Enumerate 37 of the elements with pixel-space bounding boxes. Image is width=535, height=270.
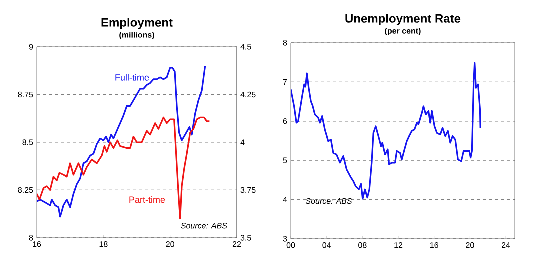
y-tick-label: 8.25 <box>18 187 34 194</box>
y-tick-label: 8 <box>283 40 288 46</box>
x-tick-label: 04 <box>322 242 332 248</box>
chart-title: Employment <box>102 18 173 30</box>
series-label: Part-time <box>130 196 166 204</box>
x-tick-label: 00 <box>286 242 296 248</box>
x-tick-label: 22 <box>232 242 242 248</box>
y-tick-label: 6 <box>283 118 288 124</box>
x-tick-label: 16 <box>33 242 42 248</box>
annotation: Source: ABS <box>306 198 352 204</box>
y-tick-label: 4 <box>283 197 288 203</box>
chart-subtitle: (per cent) <box>385 28 421 36</box>
x-tick-label: 08 <box>358 242 367 248</box>
y-tick-label: 8.75 <box>18 92 34 98</box>
x-tick-label: 18 <box>100 242 108 248</box>
chart-subtitle: (millions) <box>120 32 154 40</box>
y-tick-label: 7 <box>283 79 288 85</box>
y-tick-label: 8 <box>29 235 34 241</box>
x-tick-label: 16 <box>430 242 438 248</box>
x-tick-label: 12 <box>394 242 403 248</box>
y2-tick-label: 4 <box>240 140 245 146</box>
line-series <box>37 116 210 220</box>
y-tick-label: 3 <box>283 236 288 242</box>
y2-tick-label: 3.75 <box>240 187 256 194</box>
x-tick-label: 20 <box>466 242 474 248</box>
y2-tick-label: 3.5 <box>240 235 252 241</box>
series-label: Full-time <box>116 74 150 81</box>
y2-tick-label: 4.5 <box>240 44 252 50</box>
y-tick-label: 9 <box>29 44 34 50</box>
y-tick-label: 5 <box>283 158 288 164</box>
annotation: Source: ABS <box>181 223 228 229</box>
line-series <box>37 65 206 218</box>
y-tick-label: 8.5 <box>22 140 34 146</box>
chart-title: Unemployment Rate <box>346 14 461 26</box>
x-tick-label: 24 <box>502 242 510 248</box>
x-tick-label: 20 <box>166 242 174 248</box>
y2-tick-label: 4.25 <box>240 92 256 98</box>
